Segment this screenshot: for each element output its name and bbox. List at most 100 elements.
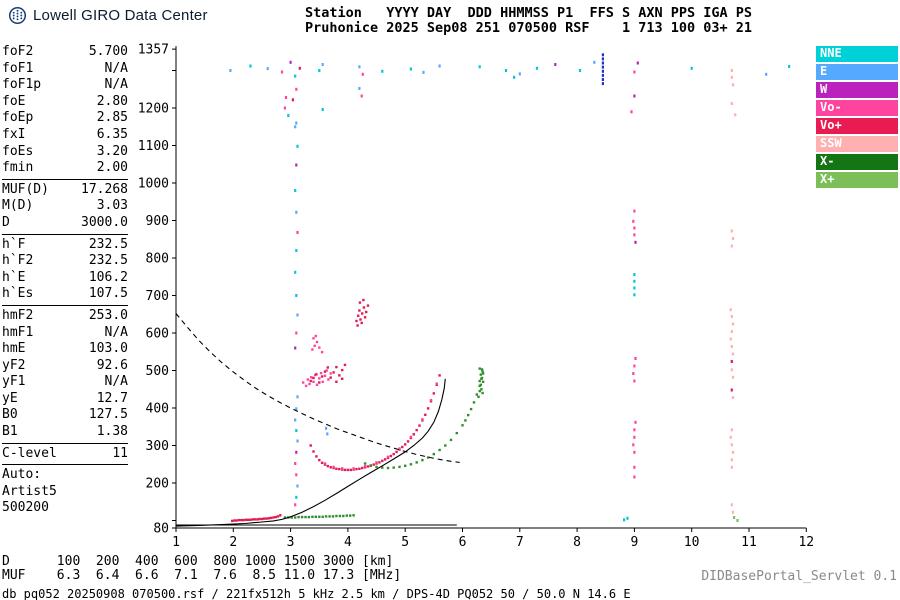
param-row-foEs: foEs 3.20 [2, 144, 128, 161]
param-value: 253.0 [88, 307, 128, 323]
svg-text:1: 1 [172, 535, 180, 550]
param-row-B0: B0 127.5 [2, 407, 128, 424]
servlet-version-label: DIDBasePortal_Servlet 0.1 [701, 569, 897, 584]
svg-text:700: 700 [146, 289, 169, 304]
param-row-foE: foE 2.80 [2, 94, 128, 111]
echo-direction-legend: NNE E W Vo- Vo+ SSW X- X+ [816, 46, 898, 190]
svg-text:600: 600 [146, 327, 169, 342]
param-value: N/A [104, 77, 128, 93]
svg-text:2: 2 [229, 535, 237, 550]
param-label: foF1 [2, 60, 34, 76]
param-row-fxI: fxI 6.35 [2, 127, 128, 144]
param-row-hmF2: hmF2 253.0 [2, 308, 128, 325]
param-row-D: D 3000.0 [2, 215, 128, 232]
param-row-foF2: foF2 5.700 [2, 44, 128, 61]
param-value: N/A [104, 374, 128, 390]
param-row-foEp: foEp 2.85 [2, 110, 128, 127]
svg-text:1200: 1200 [138, 102, 169, 117]
param-label: C-level [2, 445, 57, 461]
param-row-h`Es: h`Es 107.5 [2, 286, 128, 303]
param-label: yF2 [2, 357, 26, 373]
svg-text:10: 10 [684, 535, 700, 550]
svg-text:200: 200 [146, 477, 169, 492]
svg-text:400: 400 [146, 402, 169, 417]
legend-item-SSW: SSW [816, 136, 898, 152]
data-source-footer: db pq052 20250908 070500.rsf / 221fx512h… [2, 587, 631, 600]
param-label: MUF(D) [2, 181, 49, 197]
param-value: 2.00 [96, 160, 128, 176]
param-value: 6.35 [96, 126, 128, 142]
svg-text:6: 6 [459, 535, 467, 550]
param-label: foEs [2, 143, 34, 159]
param-label: h`E [2, 269, 26, 285]
param-label: D [2, 214, 10, 230]
param-label: hmE [2, 341, 26, 357]
param-row-M(D): M(D) 3.03 [2, 198, 128, 215]
param-label: yE [2, 390, 18, 406]
svg-text:11: 11 [741, 535, 757, 550]
svg-text:500: 500 [146, 364, 169, 379]
param-label: B1 [2, 424, 18, 440]
param-value: 106.2 [88, 269, 128, 285]
param-row-MUF(D): MUF(D) 17.268 [2, 182, 128, 199]
brand-title: Lowell GIRO Data Center [33, 7, 208, 24]
param-value: N/A [104, 324, 128, 340]
distance-row: D 100 200 400 600 800 1000 1500 3000 [km… [2, 554, 394, 569]
brand: Lowell GIRO Data Center [8, 6, 208, 25]
param-value: N/A [104, 60, 128, 76]
param-row-foF1p: foF1p N/A [2, 77, 128, 94]
lowell-logo-icon [8, 6, 27, 25]
param-value: 11 [112, 445, 128, 461]
param-value: 232.5 [88, 253, 128, 269]
svg-text:80: 80 [153, 522, 169, 537]
param-value: 3.20 [96, 143, 128, 159]
param-label: B0 [2, 407, 18, 423]
legend-item-W: W [816, 82, 898, 98]
svg-text:8: 8 [573, 535, 581, 550]
muf-distance-table: D 100 200 400 600 800 1000 1500 3000 [km… [2, 555, 401, 583]
param-panel: foF2 5.700 foF1 N/A foF1p N/A foE 2.80 foEp 2.85 f… [2, 44, 128, 517]
param-value: 103.0 [88, 341, 128, 357]
param-row-C-level: C-level 11 [2, 446, 128, 463]
param-row-h`F2: h`F2 232.5 [2, 253, 128, 270]
panel-divider [2, 233, 128, 235]
param-row-B1: B1 1.38 [2, 424, 128, 441]
param-row-foF1: foF1 N/A [2, 61, 128, 78]
param-value: 2.80 [96, 93, 128, 109]
svg-text:5: 5 [401, 535, 409, 550]
legend-item-X-: X- [816, 154, 898, 170]
param-value: 17.268 [81, 181, 128, 197]
param-label: hmF2 [2, 307, 34, 323]
param-label: M(D) [2, 198, 34, 214]
param-label: Artist5 [2, 483, 57, 499]
param-value: 2.85 [96, 110, 128, 126]
param-value: 5.700 [88, 44, 128, 59]
param-label: 500200 [2, 500, 49, 516]
legend-item-E: E [816, 64, 898, 80]
legend-item-Vo+: Vo+ [816, 118, 898, 134]
param-value: 1.38 [96, 424, 128, 440]
svg-text:7: 7 [516, 535, 524, 550]
param-value: 3000.0 [81, 214, 128, 230]
svg-text:1000: 1000 [138, 177, 169, 192]
param-label: foEp [2, 110, 34, 126]
ionogram-plot: 8020030040050060070080090010001100120013… [138, 43, 814, 550]
legend-item-Vo-: Vo- [816, 100, 898, 116]
station-header: Station YYYY DAY DDD HHMMSS P1 FFS S AXN… [305, 6, 752, 36]
param-row-h`E: h`E 106.2 [2, 270, 128, 287]
param-label: foF1p [2, 77, 42, 93]
param-label: fmin [2, 160, 34, 176]
param-value: 12.7 [96, 390, 128, 406]
svg-text:1357: 1357 [138, 43, 169, 58]
panel-divider [2, 178, 128, 180]
param-value: 107.5 [88, 286, 128, 302]
param-label: yF1 [2, 374, 26, 390]
svg-text:9: 9 [630, 535, 638, 550]
panel-divider [2, 442, 128, 444]
svg-text:4: 4 [344, 535, 352, 550]
legend-item-NNE: NNE [816, 46, 898, 62]
svg-text:1100: 1100 [138, 139, 169, 154]
param-label: h`F [2, 236, 26, 252]
param-row-fmin: fmin 2.00 [2, 160, 128, 177]
